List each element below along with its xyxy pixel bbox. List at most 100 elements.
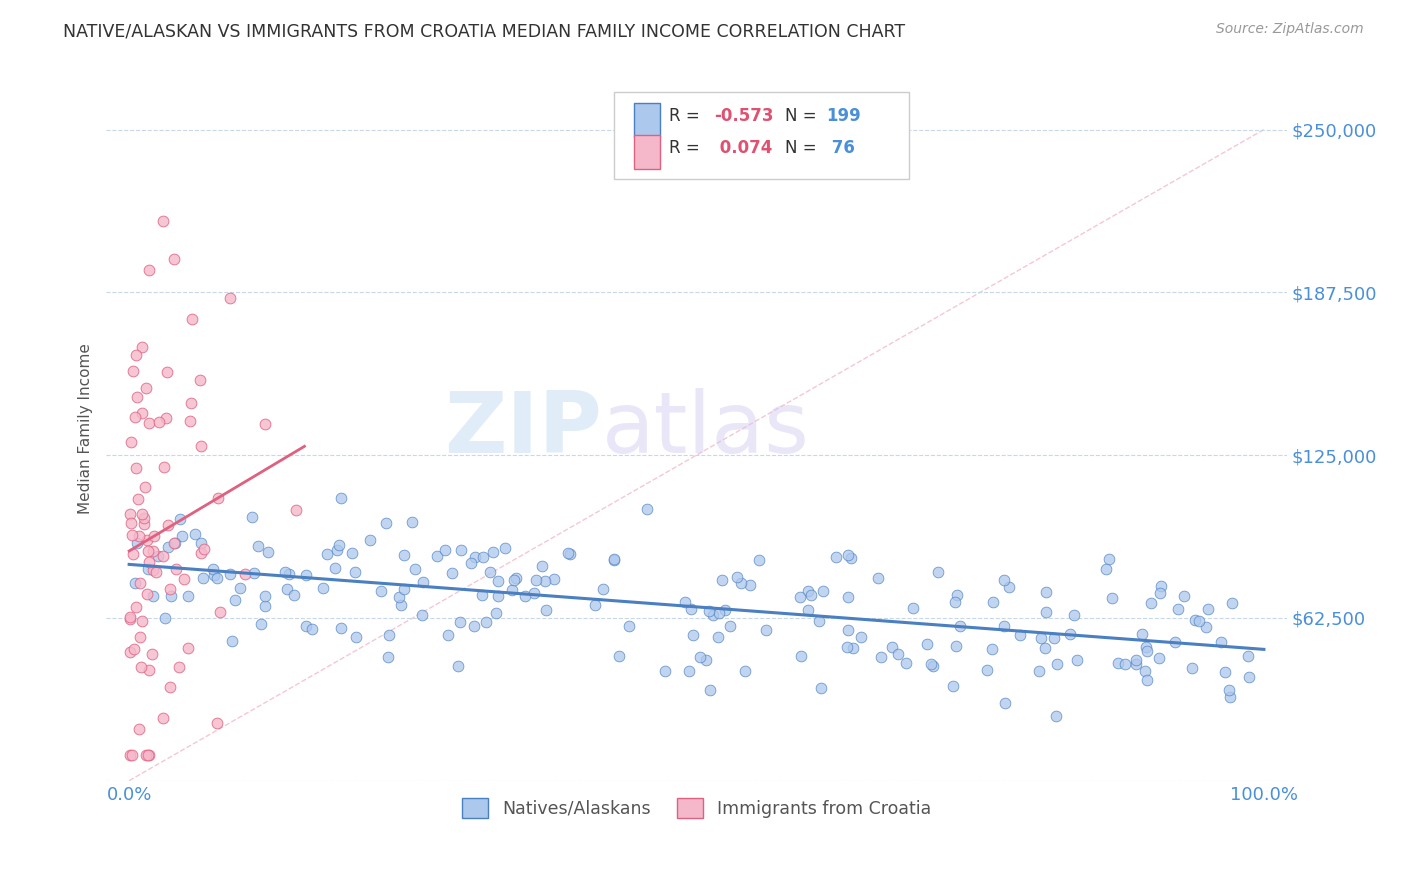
Point <box>825 549 848 564</box>
Point <box>249 617 271 632</box>
Point <box>205 571 228 585</box>
Point <box>441 566 464 580</box>
Point <box>377 650 399 665</box>
Point <box>673 595 696 609</box>
Point <box>152 214 174 228</box>
Point <box>128 529 150 543</box>
Point <box>283 588 305 602</box>
Point <box>124 575 146 590</box>
Point <box>138 555 160 569</box>
Point <box>202 562 225 576</box>
Point <box>894 657 917 671</box>
Point <box>301 622 323 636</box>
Point <box>328 538 350 552</box>
Point <box>796 603 818 617</box>
Point <box>1136 643 1159 657</box>
Point <box>1181 661 1204 675</box>
Point <box>592 582 614 596</box>
Point <box>486 574 509 588</box>
Point <box>1035 585 1057 599</box>
FancyBboxPatch shape <box>614 92 908 179</box>
Point <box>841 641 863 656</box>
Point <box>1164 634 1187 648</box>
Point <box>718 619 741 633</box>
Point <box>160 590 183 604</box>
Point <box>426 549 449 563</box>
Point <box>1035 641 1057 656</box>
Point <box>837 590 859 604</box>
Point <box>1236 649 1258 664</box>
Point <box>165 535 187 549</box>
Point <box>1010 628 1032 642</box>
Point <box>1028 665 1050 679</box>
Point <box>702 608 724 623</box>
Point <box>159 582 181 597</box>
Point <box>983 595 1005 609</box>
Point <box>136 533 159 547</box>
Point <box>124 642 146 657</box>
Point <box>689 650 711 665</box>
Point <box>1237 669 1260 683</box>
Point <box>156 517 179 532</box>
Point <box>699 683 721 698</box>
Point <box>134 510 156 524</box>
Point <box>254 589 277 603</box>
Point <box>981 641 1004 656</box>
Point <box>797 583 820 598</box>
Point <box>152 549 174 563</box>
Point <box>256 545 278 559</box>
Point <box>343 565 366 579</box>
Point <box>131 340 153 354</box>
Point <box>994 696 1017 710</box>
Point <box>1029 631 1052 645</box>
Point <box>1043 632 1066 646</box>
Point <box>835 640 858 654</box>
Point <box>1167 602 1189 616</box>
Point <box>169 512 191 526</box>
Point <box>734 665 756 679</box>
Point <box>155 411 177 425</box>
Point <box>1188 614 1211 628</box>
Point <box>920 657 942 671</box>
Point <box>138 663 160 677</box>
Point <box>524 573 547 587</box>
Point <box>534 574 557 588</box>
Point <box>285 503 308 517</box>
Point <box>208 606 231 620</box>
Text: N =: N = <box>785 138 823 157</box>
Point <box>976 663 998 677</box>
Point <box>378 628 401 642</box>
Point <box>120 434 142 449</box>
Point <box>120 507 142 521</box>
Point <box>880 640 903 655</box>
Point <box>486 590 509 604</box>
Point <box>190 546 212 560</box>
Point <box>870 650 893 665</box>
Point <box>311 581 333 595</box>
Point <box>887 648 910 662</box>
Point <box>1114 657 1136 672</box>
Point <box>131 508 153 522</box>
Text: 76: 76 <box>827 138 855 157</box>
Point <box>136 747 159 762</box>
Point <box>810 681 832 695</box>
Point <box>536 603 558 617</box>
Point <box>1066 652 1088 666</box>
Point <box>389 598 412 612</box>
Point <box>942 679 965 693</box>
Point <box>163 536 186 550</box>
Point <box>1149 586 1171 600</box>
Point <box>927 565 949 579</box>
Point <box>190 439 212 453</box>
Point <box>1195 619 1218 633</box>
Point <box>254 417 277 431</box>
Point <box>711 574 734 588</box>
Point <box>131 660 153 674</box>
Point <box>179 414 201 428</box>
Point <box>1107 657 1129 671</box>
Point <box>359 533 381 548</box>
Point <box>274 565 297 579</box>
Point <box>205 715 228 730</box>
Point <box>501 583 523 598</box>
Point <box>235 567 257 582</box>
